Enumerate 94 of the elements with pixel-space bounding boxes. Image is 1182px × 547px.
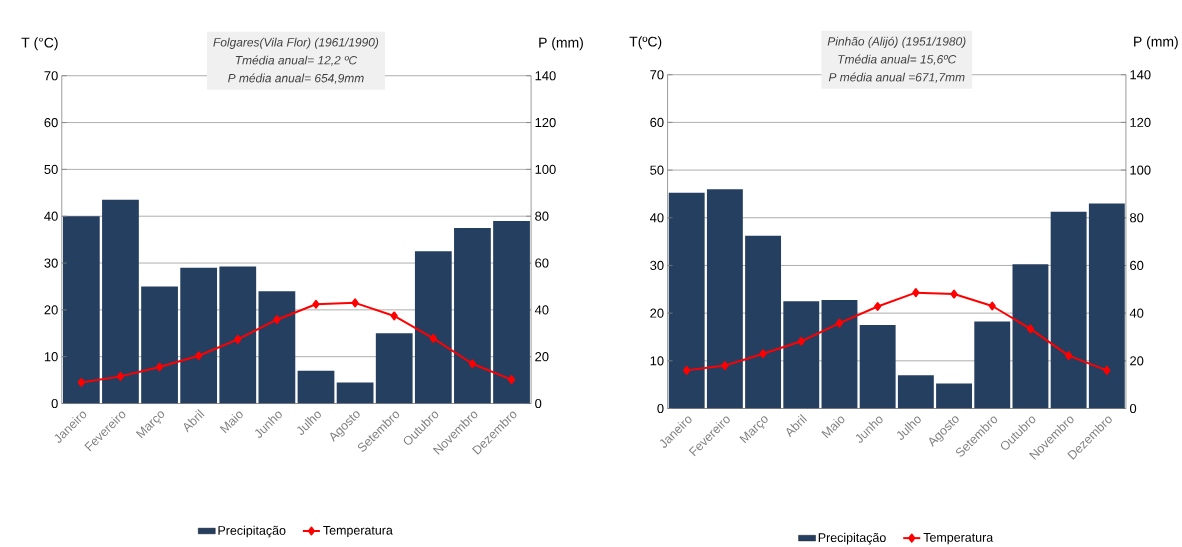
bar [1012,264,1049,409]
y2-tick-label: 60 [535,258,549,268]
y-tick-label: 70 [650,69,664,80]
y-tick-label: 60 [650,117,664,127]
y2-tick-label: 20 [535,351,549,362]
y2-tick-label: 0 [535,398,542,408]
chart-title: Pinhão (Alijó) (1951/1980) [827,36,966,48]
bar [336,382,374,404]
y-tick-label: 20 [44,305,58,315]
y2-tick-label: 40 [1129,308,1144,318]
y2-tick-label: 80 [1130,213,1144,223]
bar [897,374,934,409]
y-tick-label: 30 [44,258,58,268]
point [797,336,805,346]
y2-tick-label: 100 [535,164,556,174]
y-tick-label: 40 [649,213,664,223]
y-tick-label: 30 [650,260,664,270]
point [234,334,242,344]
point [351,298,359,308]
y2-tick-label: 20 [1130,356,1144,366]
point [468,359,477,369]
point [683,365,691,375]
bar [297,370,335,404]
bar [375,333,413,404]
bar [783,301,820,409]
chart-title: Folgares(Vila Flor) (1961/1990) [213,37,379,49]
text: Tmédia anual= 12,2 ºC [235,55,358,66]
bar [258,290,296,404]
bar [706,188,743,409]
point [77,377,85,387]
bar [1088,203,1125,409]
bar [414,251,452,404]
y-tick-label: 20 [650,308,664,318]
y2-tick-label: 140 [535,70,556,81]
legend-label: Precipitação [218,525,286,538]
point [155,362,164,372]
y-tick-label: 10 [44,351,58,362]
point [312,299,320,309]
point [390,311,398,321]
legend-label: Precipitação [818,532,886,545]
y-tick-label: 0 [51,398,58,408]
legend-label: Temperatura [923,532,994,545]
y2-tick-label: 100 [1130,165,1151,175]
bar [102,199,139,404]
point [429,333,437,343]
bar [180,267,218,404]
bar [668,192,705,409]
bar [936,383,972,409]
bar [974,321,1011,409]
y2-tick-label: 120 [535,117,556,127]
point [988,301,996,311]
point [912,287,920,297]
y-tick-label: 0 [657,403,664,413]
point [1103,365,1111,375]
y2-tick-label: 120 [1130,117,1151,127]
bar [141,286,178,404]
bar [219,266,257,404]
y-tick-label: 40 [44,211,58,221]
y2-tick-label: 140 [1130,69,1151,80]
point [874,301,882,311]
point [507,374,516,384]
y2-tick-label: 80 [535,211,549,221]
point [950,289,958,299]
y2-axis-title: P (mm) [1134,36,1178,50]
bar [859,324,896,409]
point [195,351,203,361]
y-tick-label: 50 [650,165,664,175]
point [759,349,767,358]
y-tick-label: 70 [44,70,58,81]
legend-label: Temperatura [323,525,393,537]
annotation: P média anual =671,7mm [828,72,965,83]
point [1065,350,1073,360]
y2-tick-label: 0 [1129,403,1137,413]
point [721,360,729,370]
bar [745,235,782,409]
bar [62,216,100,404]
point [835,318,844,328]
y2-tick-label: 40 [534,305,549,315]
y-axis-title: T (°C) [21,37,58,51]
y-tick-label: 10 [650,356,664,366]
bar [454,227,491,404]
y-axis-title: T(ºC) [629,36,662,50]
y-tick-label: 50 [44,164,58,174]
y2-tick-label: 60 [1130,260,1144,270]
y2-axis-title: P (mm) [539,37,583,51]
point [1026,324,1035,334]
y-tick-label: 60 [44,117,58,127]
bar [493,220,530,404]
bar [1050,211,1087,409]
annotation: P média anual= 654,9mm [228,73,364,84]
bar [821,299,858,409]
point [273,315,281,325]
text: Tmédia anual= 15,6ºC [838,54,957,65]
point [116,371,125,381]
